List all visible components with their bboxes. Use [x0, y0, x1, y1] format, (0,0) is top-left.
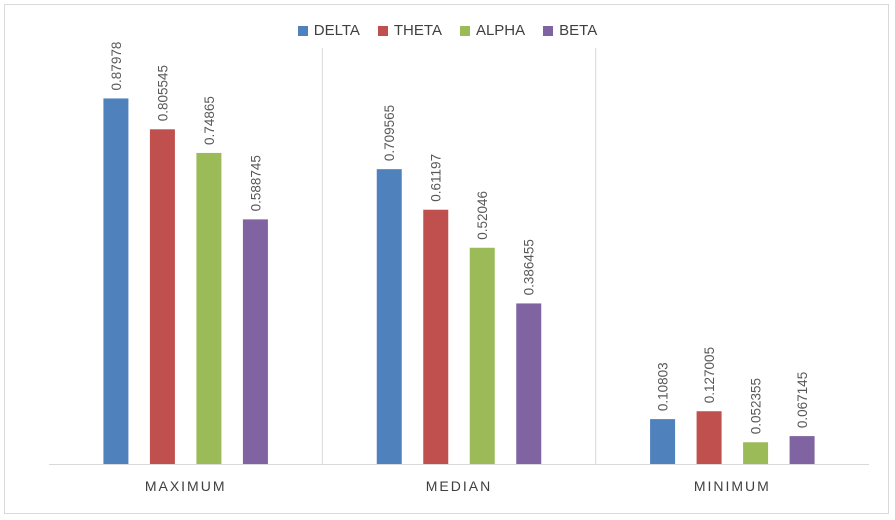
bar-delta-minimum	[650, 419, 676, 464]
legend: DELTA THETA ALPHA BETA	[0, 22, 895, 39]
category-label-minimum: MINIMUM	[694, 478, 771, 494]
bar-delta-maximum	[103, 98, 129, 464]
data-label-beta-maximum: 0.588745	[248, 155, 263, 211]
data-label-theta-maximum: 0.805545	[155, 65, 170, 121]
legend-label-theta: THETA	[393, 22, 442, 39]
bar-theta-median	[423, 209, 449, 464]
legend-swatch-theta	[377, 25, 388, 36]
data-label-delta-minimum: 0.10803	[656, 362, 671, 411]
data-label-theta-minimum: 0.127005	[702, 347, 717, 403]
data-label-delta-maximum: 0.87978	[109, 42, 124, 91]
category-label-median: MEDIAN	[426, 478, 492, 494]
data-label-beta-median: 0.386455	[522, 239, 537, 295]
legend-item-theta: THETA	[377, 22, 442, 39]
legend-label-beta: BETA	[559, 22, 598, 39]
bar-beta-median	[516, 303, 542, 464]
data-label-theta-median: 0.61197	[429, 154, 444, 202]
legend-swatch-alpha	[459, 25, 470, 36]
bar-beta-maximum	[242, 219, 268, 464]
data-label-alpha-median: 0.52046	[475, 191, 490, 240]
legend-swatch-delta	[297, 25, 308, 36]
bar-alpha-maximum	[196, 152, 222, 465]
legend-item-beta: BETA	[543, 22, 597, 39]
bar-beta-minimum	[789, 436, 815, 464]
legend-label-delta: DELTA	[313, 22, 360, 39]
category-label-maximum: MAXIMUM	[145, 478, 227, 494]
bar-theta-minimum	[696, 411, 722, 464]
data-label-delta-median: 0.709565	[382, 105, 397, 161]
legend-item-delta: DELTA	[297, 22, 360, 39]
bar-delta-median	[376, 169, 402, 465]
bar-alpha-minimum	[743, 442, 769, 464]
bar-alpha-median	[469, 247, 495, 464]
legend-swatch-beta	[543, 25, 554, 36]
legend-item-alpha: ALPHA	[459, 22, 526, 39]
data-label-alpha-minimum: 0.052355	[749, 378, 764, 434]
bar-theta-maximum	[149, 129, 175, 464]
legend-label-alpha: ALPHA	[475, 22, 526, 39]
data-label-alpha-maximum: 0.74865	[202, 96, 217, 145]
data-label-beta-minimum: 0.067145	[795, 372, 810, 428]
